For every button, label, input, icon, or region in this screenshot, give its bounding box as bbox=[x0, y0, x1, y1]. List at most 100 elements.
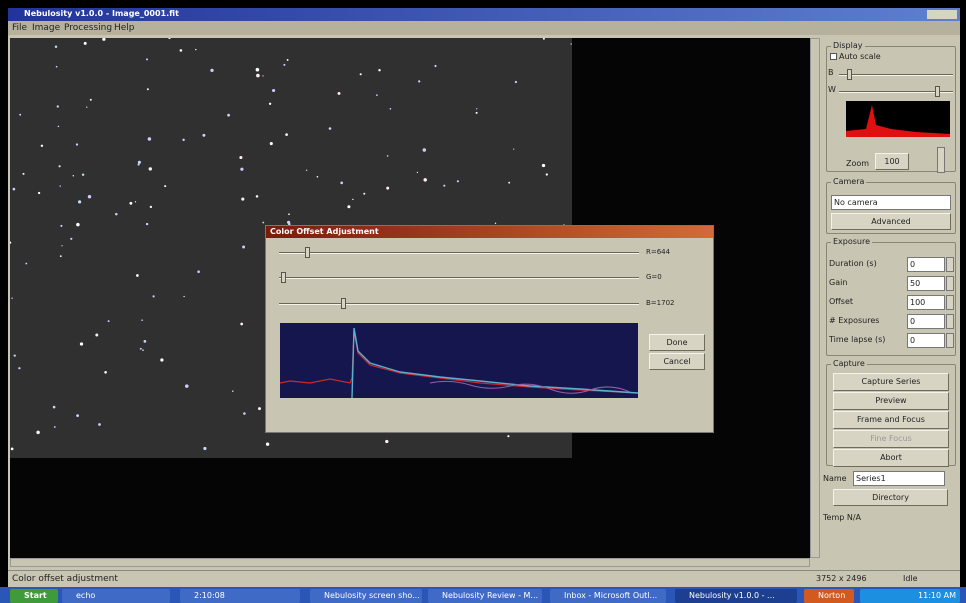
name-input[interactable]: Series1 bbox=[853, 471, 945, 486]
slider-label: R=644 bbox=[646, 248, 670, 256]
tray-item[interactable]: Norton bbox=[804, 589, 854, 603]
star bbox=[84, 42, 87, 45]
task-button[interactable]: Inbox - Microsoft Outl... bbox=[550, 589, 666, 603]
star bbox=[508, 182, 510, 184]
star bbox=[36, 431, 40, 435]
star bbox=[390, 108, 392, 110]
capture-button[interactable]: Capture Series bbox=[833, 373, 949, 391]
star bbox=[476, 108, 477, 109]
capture-button[interactable]: Abort bbox=[833, 449, 949, 467]
star bbox=[417, 172, 418, 173]
slider[interactable] bbox=[839, 74, 953, 76]
slider[interactable] bbox=[279, 303, 639, 305]
task-button[interactable]: Nebulosity v1.0.0 - ... bbox=[675, 589, 797, 603]
star bbox=[10, 241, 11, 243]
star bbox=[147, 88, 149, 90]
star bbox=[183, 296, 184, 297]
star bbox=[387, 155, 389, 157]
star bbox=[495, 223, 496, 224]
task-button[interactable]: 2:10:08 bbox=[180, 589, 300, 603]
star bbox=[61, 245, 62, 246]
star bbox=[270, 142, 273, 145]
slider-thumb[interactable] bbox=[341, 298, 346, 309]
menu-item[interactable]: Processing bbox=[64, 23, 112, 33]
zoom-value[interactable]: 100 bbox=[875, 153, 909, 170]
star bbox=[258, 407, 261, 410]
field-spinner[interactable] bbox=[946, 333, 954, 348]
menu-item[interactable]: Help bbox=[114, 23, 135, 33]
star bbox=[76, 223, 80, 227]
slider-thumb[interactable] bbox=[847, 69, 852, 80]
color-histogram bbox=[280, 323, 638, 398]
directory-button[interactable]: Directory bbox=[833, 489, 948, 506]
star bbox=[168, 38, 170, 39]
star bbox=[76, 414, 79, 417]
slider-thumb[interactable] bbox=[281, 272, 286, 283]
star bbox=[18, 367, 20, 369]
slider-thumb[interactable] bbox=[935, 86, 940, 97]
group-heading: Display bbox=[831, 41, 865, 50]
slider-thumb[interactable] bbox=[305, 247, 310, 258]
task-button[interactable]: Nebulosity screen sho... bbox=[310, 589, 422, 603]
slider[interactable] bbox=[839, 91, 953, 93]
star bbox=[146, 58, 148, 60]
star bbox=[256, 74, 260, 78]
advanced-button[interactable]: Advanced bbox=[831, 213, 951, 230]
checkbox-label: Auto scale bbox=[839, 52, 881, 61]
capture-button[interactable]: Frame and Focus bbox=[833, 411, 949, 429]
star bbox=[376, 94, 378, 96]
star bbox=[232, 390, 233, 391]
h-scrollbar[interactable] bbox=[10, 558, 810, 567]
task-button[interactable]: Nebulosity Review - M... bbox=[428, 589, 542, 603]
star bbox=[360, 73, 362, 75]
field-spinner[interactable] bbox=[946, 257, 954, 272]
checkbox[interactable] bbox=[830, 53, 837, 60]
slider[interactable] bbox=[279, 277, 639, 279]
star bbox=[418, 80, 420, 82]
star bbox=[144, 340, 147, 343]
star bbox=[56, 66, 58, 68]
field-spinner[interactable] bbox=[946, 314, 954, 329]
star bbox=[149, 167, 152, 170]
field-input[interactable]: 100 bbox=[907, 295, 945, 310]
field-spinner[interactable] bbox=[946, 276, 954, 291]
field-label: Time lapse (s) bbox=[829, 335, 885, 344]
v-scrollbar[interactable] bbox=[810, 38, 820, 558]
star bbox=[115, 213, 118, 216]
slider-label: G=0 bbox=[646, 273, 662, 281]
star bbox=[182, 139, 184, 141]
field-label: # Exposures bbox=[829, 316, 879, 325]
cancel-button[interactable]: Cancel bbox=[649, 353, 705, 370]
zoom-spinner[interactable] bbox=[937, 147, 945, 173]
done-button[interactable]: Done bbox=[649, 334, 705, 351]
star bbox=[241, 198, 244, 201]
star bbox=[269, 103, 271, 105]
star bbox=[108, 320, 110, 322]
field-input[interactable]: 0 bbox=[907, 333, 945, 348]
star bbox=[363, 193, 365, 195]
star bbox=[95, 334, 98, 337]
star bbox=[306, 170, 307, 171]
window-buttons[interactable] bbox=[927, 10, 957, 19]
star bbox=[11, 448, 14, 451]
star bbox=[272, 89, 275, 92]
camera-select[interactable]: No camera bbox=[831, 195, 951, 210]
field-input[interactable]: 0 bbox=[907, 257, 945, 272]
field-input[interactable]: 0 bbox=[907, 314, 945, 329]
field-spinner[interactable] bbox=[946, 295, 954, 310]
field-input[interactable]: 50 bbox=[907, 276, 945, 291]
star bbox=[338, 92, 341, 95]
capture-button[interactable]: Fine Focus bbox=[833, 430, 949, 448]
star bbox=[227, 114, 230, 117]
start-button[interactable]: Start bbox=[10, 589, 58, 603]
task-button[interactable]: echo bbox=[62, 589, 170, 603]
star bbox=[283, 64, 285, 66]
capture-button[interactable]: Preview bbox=[833, 392, 949, 410]
menu-item[interactable]: Image bbox=[32, 23, 60, 33]
menu-item[interactable]: File bbox=[12, 23, 27, 33]
star bbox=[434, 65, 436, 67]
histogram-blue bbox=[352, 328, 638, 398]
star bbox=[58, 165, 60, 167]
slider[interactable] bbox=[279, 252, 639, 254]
star bbox=[70, 238, 72, 240]
